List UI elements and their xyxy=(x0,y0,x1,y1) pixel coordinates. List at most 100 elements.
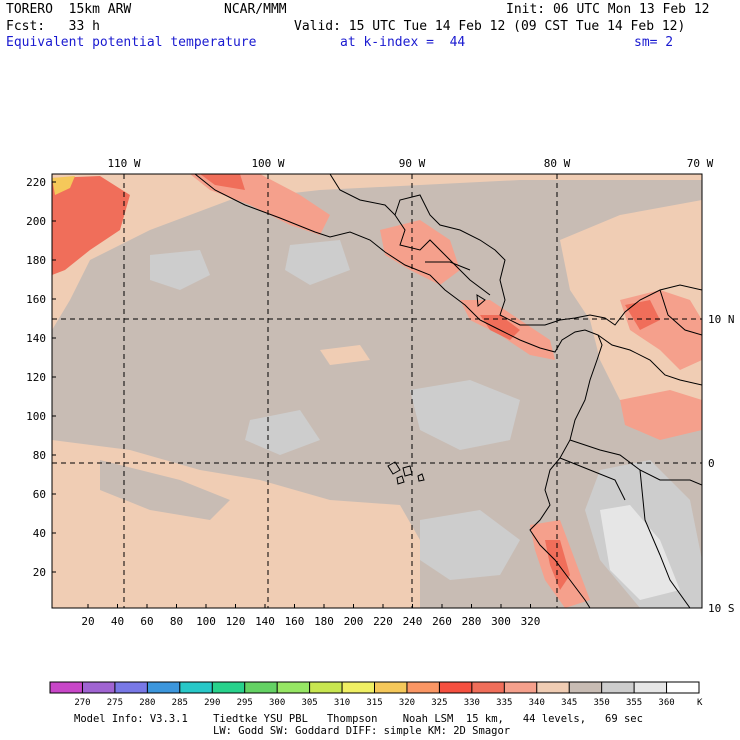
lat-label-10n: 10 N xyxy=(708,313,735,326)
colorbar-swatch xyxy=(212,682,245,693)
colorbar-swatch xyxy=(504,682,538,693)
x-tick-label: 260 xyxy=(432,615,452,628)
lon-label-110w: 110 W xyxy=(107,157,140,170)
colorbar-label: 320 xyxy=(399,698,415,708)
lon-label-80w: 80 W xyxy=(544,157,571,170)
x-tick-label: 140 xyxy=(255,615,275,628)
colorbar-swatch xyxy=(374,682,408,693)
colorbar-label: 290 xyxy=(204,698,220,708)
honduras-border xyxy=(425,261,471,271)
colorbar-label: 315 xyxy=(366,698,382,708)
lat-label-10s: 10 S xyxy=(708,602,735,615)
x-tick-label: 80 xyxy=(170,615,183,628)
colorbar-label: 295 xyxy=(237,698,253,708)
colorbar-swatch xyxy=(179,682,213,693)
colorbar-label: 360 xyxy=(658,698,674,708)
model-name: TORERO 15km ARW xyxy=(6,2,132,17)
lon-label-70w: 70 W xyxy=(687,157,714,170)
pacific-coastline xyxy=(194,174,603,608)
x-tick-label: 320 xyxy=(521,615,541,628)
colorbar-swatch xyxy=(147,682,181,693)
peru-border xyxy=(559,457,626,501)
colorbar-label: 335 xyxy=(496,698,512,708)
colorbar: 270 275 280 285 290 295 300 305 310 315 320 325 330 3… xyxy=(49,681,700,708)
y-tick-label: 220 xyxy=(26,176,46,189)
y-tick-label: 180 xyxy=(26,254,46,267)
lake-nicaragua xyxy=(476,294,486,308)
colorbar-label: 275 xyxy=(107,698,123,708)
field-name: Equivalent potential temperature xyxy=(6,35,257,50)
colorbar-label: 285 xyxy=(172,698,188,708)
y-tick-label: 80 xyxy=(33,449,46,462)
field-warm-mexico xyxy=(190,174,330,235)
x-tick-label: 20 xyxy=(81,615,94,628)
y-tick-label: 20 xyxy=(33,566,46,579)
colorbar-swatch xyxy=(50,682,83,693)
colorbar-label: 280 xyxy=(139,698,155,708)
field-hot-mexico xyxy=(200,174,245,190)
field-hot-venezuela xyxy=(625,300,660,330)
lon-label-100w: 100 W xyxy=(251,157,284,170)
colorbar-swatch xyxy=(342,682,375,693)
y-tick-label: 60 xyxy=(33,488,46,501)
field-hot-costarica xyxy=(480,315,520,340)
y-tick-label: 40 xyxy=(33,527,46,540)
colorbar-label: 350 xyxy=(594,698,610,708)
colorbar-swatch xyxy=(601,682,635,693)
smoothing: sm= 2 xyxy=(634,35,674,50)
level-index: at k-index = 44 xyxy=(340,35,466,50)
colorbar-label: 310 xyxy=(334,698,350,708)
colorbar-label: 325 xyxy=(431,698,447,708)
colorbar-swatch xyxy=(114,682,148,693)
colorbar-swatch xyxy=(309,682,343,693)
field-grey-4 xyxy=(245,410,320,455)
colorbar-swatch xyxy=(471,682,505,693)
colorbar-label: 340 xyxy=(529,698,545,708)
x-tick-label: 120 xyxy=(226,615,246,628)
valid-time: Valid: 15 UTC Tue 14 Feb 12 (09 CST Tue … xyxy=(294,19,686,34)
x-grid-ticks: 20 40 60 80 100 120 140 160 180 200 220 240 260 280 30… xyxy=(81,604,540,628)
colorbar-label: 330 xyxy=(464,698,480,708)
colorbar-label: 305 xyxy=(301,698,317,708)
x-tick-label: 240 xyxy=(403,615,423,628)
colorbar-label: 355 xyxy=(626,698,642,708)
graticule xyxy=(52,174,702,608)
colorbar-swatch xyxy=(666,682,700,693)
x-tick-label: 220 xyxy=(373,615,393,628)
field-band xyxy=(100,460,230,520)
map-field xyxy=(52,174,702,608)
y-tick-label: 160 xyxy=(26,293,46,306)
colorbar-swatch xyxy=(244,682,278,693)
forecast-hour: Fcst: 33 h xyxy=(6,19,100,34)
colorbar-label: 300 xyxy=(269,698,285,708)
map-frame xyxy=(51,173,703,609)
colombia-border xyxy=(597,334,702,386)
field-grey-1 xyxy=(150,250,210,290)
field-hot-corner xyxy=(52,176,75,195)
brazil-border xyxy=(639,469,691,608)
colorbar-swatch xyxy=(277,682,310,693)
field-grey-2 xyxy=(285,240,350,285)
field-warm-colombia xyxy=(620,390,702,440)
longitude-labels: 110 W 100 W 90 W 80 W 70 W xyxy=(107,157,713,170)
y-tick-label: 200 xyxy=(26,215,46,228)
model-info-line2: LW: Godd SW: Goddard DIFF: simple KM: 2D… xyxy=(213,725,511,737)
field-lightgrey-andes xyxy=(600,505,680,600)
x-tick-label: 160 xyxy=(285,615,305,628)
field-grey-3 xyxy=(410,380,520,450)
colorbar-swatch xyxy=(536,682,570,693)
y-grid-ticks: 220 200 180 160 140 120 100 80 60 40 20 xyxy=(26,176,56,579)
field-hot-northwest xyxy=(52,176,130,275)
colorbar-swatch xyxy=(82,682,116,693)
field-warm-guatemala xyxy=(380,220,460,285)
coastlines xyxy=(194,174,702,608)
central-america-borders xyxy=(394,214,491,296)
organization: NCAR/MMM xyxy=(224,2,287,17)
colorbar-label: 270 xyxy=(74,698,90,708)
x-tick-label: 40 xyxy=(111,615,124,628)
x-tick-label: 180 xyxy=(314,615,334,628)
x-tick-label: 280 xyxy=(462,615,482,628)
colorbar-label: 345 xyxy=(561,698,577,708)
field-light-1 xyxy=(320,345,370,365)
colorbar-swatch xyxy=(439,682,473,693)
